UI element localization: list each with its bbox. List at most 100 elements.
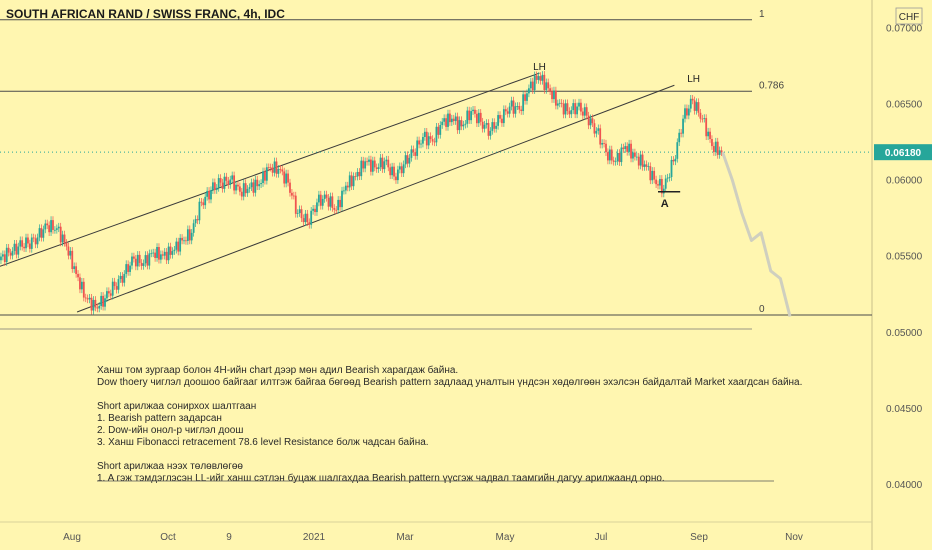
candle-body xyxy=(389,167,392,176)
time-tick-label: May xyxy=(496,532,515,543)
candle-body xyxy=(449,113,451,123)
candle-body xyxy=(156,247,158,258)
candle-body xyxy=(583,107,586,116)
candle-body xyxy=(123,273,126,283)
candle-body xyxy=(71,250,74,270)
candle-body xyxy=(487,123,490,136)
candle-body xyxy=(321,198,324,206)
candle-body xyxy=(90,297,93,311)
candle-body xyxy=(416,140,419,156)
candle-body xyxy=(165,251,168,261)
candle-body xyxy=(647,166,650,168)
candle-body xyxy=(549,88,552,92)
candle-body xyxy=(535,75,538,80)
candle-body xyxy=(50,220,52,233)
candle-body xyxy=(221,182,224,189)
price-tick-label: 0.06500 xyxy=(886,99,923,110)
candle-body xyxy=(30,237,33,249)
candle-body xyxy=(98,305,101,309)
candle-body xyxy=(48,225,51,233)
note-line-2: Dow thoery чиглэл доошоо байгааг илтгэж … xyxy=(97,376,802,388)
candle-body xyxy=(699,112,702,119)
candle-body xyxy=(296,213,299,214)
candle-body xyxy=(528,88,530,94)
candle-body xyxy=(495,125,498,129)
candle-body xyxy=(381,157,384,170)
candle-body xyxy=(82,281,85,298)
candle-body xyxy=(711,139,713,147)
candle-body xyxy=(325,194,328,198)
candle-body xyxy=(396,169,399,181)
analysis-notes: Ханш том зургаар болон 4H-ийн chart дээр… xyxy=(97,364,802,484)
candle-body xyxy=(79,277,81,290)
candle-body xyxy=(483,124,486,129)
candle-body xyxy=(460,120,463,127)
candle-body xyxy=(204,196,207,206)
candle-body xyxy=(601,143,604,145)
candle-body xyxy=(400,166,403,174)
candle-body xyxy=(254,179,257,193)
candle-body xyxy=(410,149,413,158)
candle-body xyxy=(80,281,83,290)
candle-body xyxy=(285,173,288,184)
candle-body xyxy=(437,126,440,135)
candle-body xyxy=(231,175,234,180)
candle-body xyxy=(302,218,305,223)
candle-body xyxy=(395,176,397,181)
candle-body xyxy=(597,128,600,131)
candle-body xyxy=(144,255,147,264)
candle-body xyxy=(308,222,311,225)
note-line-9: Short арилжаа нээх төлөвлөгөө xyxy=(97,461,243,472)
candle-body xyxy=(712,146,715,153)
candle-body xyxy=(69,250,72,256)
candle-body xyxy=(148,253,151,266)
candle-body xyxy=(283,171,286,184)
candle-body xyxy=(697,102,700,113)
candle-body xyxy=(271,167,274,173)
candle-body xyxy=(641,154,644,167)
candle-body xyxy=(94,299,97,308)
candle-body xyxy=(678,132,681,143)
candle-body xyxy=(605,143,607,153)
candle-body xyxy=(435,126,438,143)
candle-body xyxy=(649,166,652,181)
candle-body xyxy=(335,209,338,211)
candle-body xyxy=(138,254,141,263)
candle-body xyxy=(371,160,374,172)
candle-body xyxy=(250,182,253,188)
candle-body xyxy=(524,94,526,101)
channel-lower-line xyxy=(76,84,675,313)
candle-body xyxy=(635,156,638,158)
candle-body xyxy=(329,196,332,207)
candle-body xyxy=(240,191,243,197)
candle-body xyxy=(317,194,320,203)
candle-body xyxy=(450,118,453,123)
candle-body xyxy=(431,139,434,142)
candle-body xyxy=(219,178,222,183)
candle-body xyxy=(593,123,596,134)
candle-body xyxy=(23,246,25,249)
candle-body xyxy=(687,108,690,116)
candle-body xyxy=(206,190,209,197)
candle-body xyxy=(462,124,465,127)
price-tick-label: 0.05500 xyxy=(886,252,923,263)
candle-body xyxy=(96,307,99,309)
candle-body xyxy=(502,109,505,124)
candle-body xyxy=(643,164,646,167)
candle-body xyxy=(32,237,35,239)
candle-body xyxy=(526,93,528,101)
candle-body xyxy=(543,74,546,90)
candle-body xyxy=(258,184,261,187)
candle-body xyxy=(608,149,611,161)
candle-body xyxy=(356,171,359,177)
candle-body xyxy=(553,90,555,100)
candle-body xyxy=(292,195,295,197)
candle-body xyxy=(508,106,511,114)
candle-body xyxy=(173,249,176,252)
candle-body xyxy=(691,98,694,101)
candle-body xyxy=(21,240,24,247)
candle-body xyxy=(474,109,476,114)
candle-body xyxy=(479,112,482,122)
candle-body xyxy=(433,141,436,143)
candle-body xyxy=(117,279,120,290)
